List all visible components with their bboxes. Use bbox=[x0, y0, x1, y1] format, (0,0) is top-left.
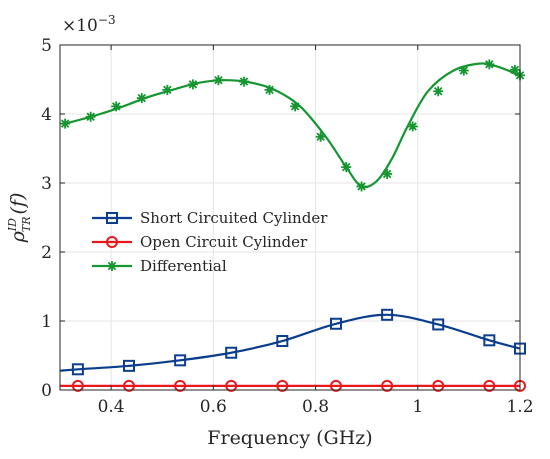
plot-frame bbox=[59, 44, 521, 391]
data-point-differential bbox=[187, 79, 198, 90]
y-axis-title: ρIDTR(f) bbox=[6, 193, 33, 244]
ticks bbox=[60, 44, 521, 391]
data-point-differential bbox=[290, 101, 301, 112]
y-tick-label: 4 bbox=[41, 105, 52, 125]
legend-item-differential: Differential bbox=[92, 257, 227, 275]
data-point-differential bbox=[356, 181, 367, 192]
data-point-short-circuited-cylinder bbox=[432, 318, 445, 331]
legend-marker-differential bbox=[107, 261, 117, 271]
data-point-open-circuit-cylinder bbox=[381, 379, 394, 392]
series-line-short-circuited-cylinder bbox=[60, 313, 520, 372]
x-axis-title: Frequency (GHz) bbox=[207, 427, 372, 449]
data-point-differential bbox=[433, 86, 444, 97]
y-axis-subscript: TR bbox=[20, 216, 33, 232]
legend-label: Open Circuit Cylinder bbox=[140, 233, 308, 251]
data-point-differential bbox=[509, 64, 520, 75]
data-point-short-circuited-cylinder bbox=[174, 354, 187, 367]
data-point-differential bbox=[111, 101, 122, 112]
series-line-differential bbox=[64, 62, 520, 189]
y-axis-symbol: ρ bbox=[7, 230, 29, 243]
data-point-open-circuit-cylinder bbox=[330, 379, 342, 392]
data-point-differential bbox=[162, 84, 173, 95]
series-layer bbox=[60, 59, 526, 392]
data-point-short-circuited-cylinder bbox=[330, 317, 342, 330]
x-tick-label: 1 bbox=[412, 397, 423, 417]
legend: Short Circuited Cylinder Open Circuit Cyl… bbox=[92, 209, 328, 275]
x-tick-label: 1.2 bbox=[506, 397, 533, 417]
legend-item-open-circuit-cylinder: Open Circuit Cylinder bbox=[92, 233, 308, 251]
series-short-circuited-cylinder bbox=[60, 313, 520, 372]
y-tick-label: 1 bbox=[41, 312, 52, 332]
y-axis-superscript: ID bbox=[6, 218, 19, 232]
data-point-open-circuit-cylinder bbox=[432, 379, 445, 392]
y-tick-label: 3 bbox=[41, 174, 52, 194]
data-point-differential bbox=[341, 162, 352, 173]
plot-area bbox=[60, 45, 520, 390]
y-tick-label: 0 bbox=[41, 381, 52, 401]
y-axis-argument: (f) bbox=[7, 193, 29, 215]
data-point-differential bbox=[264, 84, 275, 95]
y-tick-label: 5 bbox=[41, 36, 52, 56]
series-differential bbox=[64, 62, 520, 189]
y-exponent-label: ×10−3 bbox=[62, 13, 116, 36]
data-point-open-circuit-cylinder bbox=[483, 379, 496, 392]
data-point-differential bbox=[407, 121, 418, 132]
data-point-differential bbox=[136, 93, 147, 104]
data-point-differential bbox=[60, 118, 71, 129]
data-point-short-circuited-cylinder bbox=[381, 308, 394, 321]
data-point-differential bbox=[382, 169, 393, 180]
data-point-short-circuited-cylinder bbox=[225, 346, 238, 359]
y-tick-label: 2 bbox=[41, 243, 52, 263]
data-point-differential bbox=[484, 59, 495, 70]
data-point-short-circuited-cylinder bbox=[276, 335, 289, 348]
y-exponent-power: −3 bbox=[98, 13, 116, 27]
x-tick-label: 0.8 bbox=[302, 397, 329, 417]
legend-marker-open-circuit-cylinder bbox=[106, 236, 118, 248]
data-point-differential bbox=[85, 111, 96, 122]
data-point-differential bbox=[239, 76, 249, 87]
data-point-differential bbox=[315, 131, 326, 142]
legend-label: Short Circuited Cylinder bbox=[140, 209, 328, 227]
data-point-open-circuit-cylinder bbox=[225, 379, 238, 392]
x-tick-label: 0.4 bbox=[98, 397, 125, 417]
data-point-open-circuit-cylinder bbox=[276, 379, 289, 392]
tick-labels: 0.4 0.6 0.8 1 1.2 0 1 2 3 4 5 bbox=[41, 36, 533, 417]
data-point-open-circuit-cylinder bbox=[71, 379, 84, 392]
data-point-short-circuited-cylinder bbox=[71, 363, 84, 376]
legend-label: Differential bbox=[140, 257, 227, 275]
data-point-differential bbox=[213, 75, 224, 86]
data-point-short-circuited-cylinder bbox=[483, 334, 496, 347]
series-markers-short-circuited-cylinder bbox=[71, 308, 526, 376]
x-tick-label: 0.6 bbox=[200, 397, 227, 417]
data-point-short-circuited-cylinder bbox=[123, 359, 135, 372]
data-point-open-circuit-cylinder bbox=[123, 379, 135, 392]
data-point-open-circuit-cylinder bbox=[174, 379, 187, 392]
y-exponent-base: ×10 bbox=[62, 16, 98, 36]
legend-marker-short-circuited-cylinder bbox=[106, 212, 118, 224]
legend-item-short-circuited-cylinder: Short Circuited Cylinder bbox=[92, 209, 328, 227]
data-point-differential bbox=[458, 65, 469, 76]
